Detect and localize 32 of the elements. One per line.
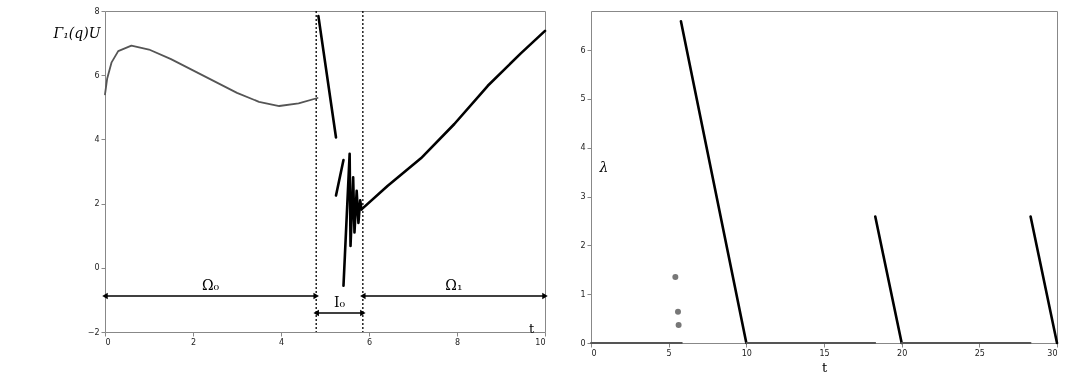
y-tick-label: 1 [580,289,586,299]
x-tick-label: 0 [105,337,111,347]
x-tick-label: 8 [454,337,461,347]
y-tick-label: 6 [94,70,100,80]
y-tick-label: 0 [94,263,100,273]
x-tick-label: 30 [1047,348,1058,358]
x-tick-label: 4 [278,337,285,347]
x-tick-label: 6 [366,337,373,347]
x-axis-title: t [528,320,535,336]
x-tick-label: 5 [666,348,672,358]
y-tick-label: 3 [580,192,586,202]
x-tick-label: 2 [190,337,197,347]
x-tick-label: 10 [741,348,752,358]
y-tick-label: 8 [94,6,100,16]
x-tick-label: 10 [535,337,546,347]
x-tick-label: 20 [897,348,908,358]
y-axis-title: Γ₁(q)U [52,24,102,41]
x-tick-label: 25 [974,348,985,358]
x-axis-title: t [821,359,828,372]
annotation: Ω₀ [201,277,220,293]
annotation: Ω₁ [445,277,463,293]
y-tick-label: 5 [580,94,586,104]
annotation: I₀ [333,294,346,310]
y-tick-label: 4 [94,134,100,144]
x-tick-label: 0 [591,348,597,358]
y-tick-label: 4 [580,143,586,153]
y-tick-label: −2 [87,327,100,337]
y-tick-label: 2 [94,199,100,209]
x-tick-label: 15 [819,348,830,358]
y-tick-label: 6 [580,45,586,55]
y-axis-title: λ [598,158,609,175]
y-tick-label: 2 [580,240,586,250]
